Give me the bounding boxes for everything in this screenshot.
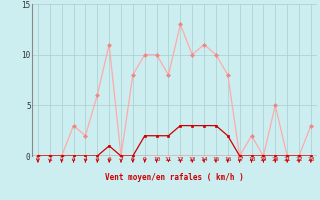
- X-axis label: Vent moyen/en rafales ( km/h ): Vent moyen/en rafales ( km/h ): [105, 174, 244, 182]
